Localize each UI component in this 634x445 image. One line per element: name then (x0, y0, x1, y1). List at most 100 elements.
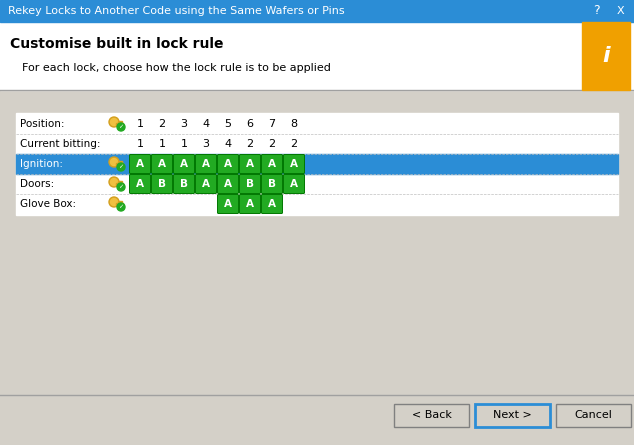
Text: 1: 1 (158, 139, 165, 149)
Text: 2: 2 (158, 119, 165, 129)
Text: A: A (290, 159, 298, 169)
Text: Customise built in lock rule: Customise built in lock rule (10, 37, 224, 51)
Text: X: X (616, 6, 624, 16)
Bar (16, 113, 618, 215)
Text: 3: 3 (181, 119, 188, 129)
FancyBboxPatch shape (152, 174, 172, 194)
Text: B: B (158, 179, 166, 189)
FancyBboxPatch shape (195, 154, 216, 174)
Text: A: A (158, 159, 166, 169)
FancyBboxPatch shape (475, 404, 550, 427)
Text: A: A (268, 199, 276, 209)
Bar (116, 183, 123, 185)
FancyBboxPatch shape (240, 154, 261, 174)
Bar (120, 181, 122, 183)
Bar (120, 161, 122, 163)
FancyBboxPatch shape (240, 194, 261, 214)
Text: Rekey Locks to Another Code using the Same Wafers or Pins: Rekey Locks to Another Code using the Sa… (8, 6, 345, 16)
FancyBboxPatch shape (394, 404, 469, 427)
Text: A: A (224, 199, 232, 209)
FancyBboxPatch shape (261, 174, 283, 194)
Circle shape (110, 178, 117, 186)
Text: A: A (268, 159, 276, 169)
Text: 2: 2 (247, 139, 254, 149)
Bar (118, 161, 120, 163)
Circle shape (110, 158, 117, 166)
FancyBboxPatch shape (152, 154, 172, 174)
Text: 6: 6 (247, 119, 254, 129)
Text: 3: 3 (202, 139, 209, 149)
Text: ?: ? (593, 4, 599, 17)
Text: Glove Box:: Glove Box: (20, 199, 76, 209)
FancyBboxPatch shape (261, 194, 283, 214)
Text: Cancel: Cancel (574, 410, 612, 420)
Text: 4: 4 (224, 139, 231, 149)
Text: A: A (202, 159, 210, 169)
Bar (120, 121, 122, 123)
Circle shape (110, 118, 117, 125)
Text: A: A (180, 159, 188, 169)
FancyBboxPatch shape (174, 174, 195, 194)
FancyBboxPatch shape (217, 194, 238, 214)
Bar (118, 181, 120, 183)
Text: 1: 1 (136, 119, 143, 129)
FancyBboxPatch shape (556, 404, 631, 427)
Text: A: A (136, 179, 144, 189)
Bar (116, 123, 123, 125)
FancyBboxPatch shape (174, 154, 195, 174)
Bar (582, 22, 630, 90)
FancyBboxPatch shape (217, 174, 238, 194)
Text: 4: 4 (202, 119, 210, 129)
Text: A: A (136, 159, 144, 169)
Circle shape (109, 157, 119, 167)
Text: ✓: ✓ (119, 205, 124, 210)
Text: B: B (268, 179, 276, 189)
Text: Next >: Next > (493, 410, 532, 420)
Text: B: B (180, 179, 188, 189)
Bar (118, 121, 120, 123)
Text: ✓: ✓ (119, 125, 124, 129)
Bar (0, 91, 634, 445)
Bar (116, 203, 123, 205)
Text: ✓: ✓ (119, 185, 124, 190)
Text: A: A (290, 179, 298, 189)
Circle shape (110, 198, 117, 206)
Bar (118, 201, 120, 203)
Text: A: A (224, 179, 232, 189)
Circle shape (117, 183, 125, 191)
Text: Ignition:: Ignition: (20, 159, 63, 169)
Text: 8: 8 (290, 119, 297, 129)
Text: Current bitting:: Current bitting: (20, 139, 101, 149)
Text: B: B (246, 179, 254, 189)
Text: 1: 1 (136, 139, 143, 149)
Text: For each lock, choose how the lock rule is to be applied: For each lock, choose how the lock rule … (22, 63, 331, 73)
FancyBboxPatch shape (217, 154, 238, 174)
Circle shape (117, 203, 125, 211)
Text: 1: 1 (181, 139, 188, 149)
Bar (120, 201, 122, 203)
Text: A: A (246, 199, 254, 209)
Circle shape (117, 123, 125, 131)
FancyBboxPatch shape (240, 174, 261, 194)
Circle shape (109, 117, 119, 127)
Text: Doors:: Doors: (20, 179, 55, 189)
FancyBboxPatch shape (261, 154, 283, 174)
Circle shape (117, 163, 125, 171)
FancyBboxPatch shape (129, 154, 150, 174)
Text: 7: 7 (268, 119, 276, 129)
Text: 2: 2 (268, 139, 276, 149)
FancyBboxPatch shape (283, 154, 304, 174)
FancyBboxPatch shape (129, 174, 150, 194)
Bar (0, 22, 634, 90)
Text: 5: 5 (224, 119, 231, 129)
Text: i: i (602, 46, 610, 66)
FancyBboxPatch shape (283, 174, 304, 194)
Text: Position:: Position: (20, 119, 65, 129)
Bar (116, 163, 123, 165)
Text: 2: 2 (290, 139, 297, 149)
Text: A: A (202, 179, 210, 189)
Text: A: A (246, 159, 254, 169)
Bar (0, 0, 634, 22)
Bar (16, 154, 618, 174)
FancyBboxPatch shape (195, 174, 216, 194)
